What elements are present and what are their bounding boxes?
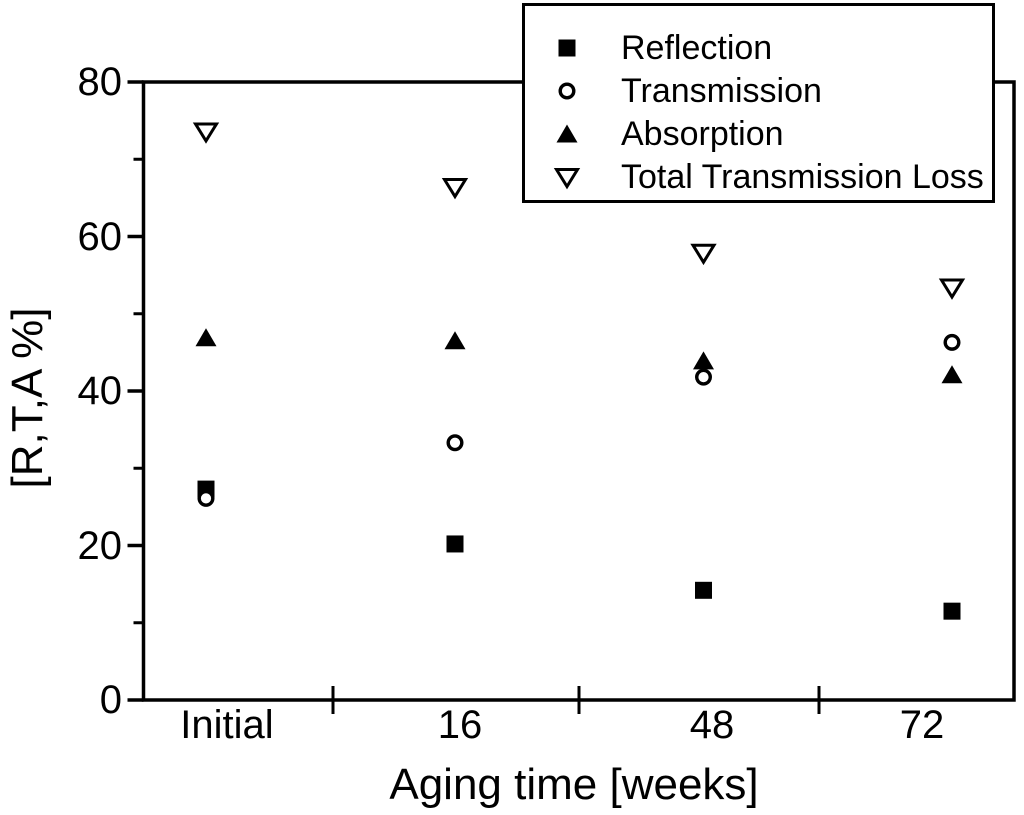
transmission-point: [943, 333, 961, 351]
legend: Reflection Transmission Absorption Total Tr…: [522, 3, 995, 203]
x-tick-label-48: 48: [689, 703, 735, 747]
y-tick-label: 80: [77, 60, 123, 104]
legend-item: Transmission: [550, 69, 992, 112]
legend-item: Absorption: [550, 112, 992, 155]
absorption-point: [693, 351, 714, 370]
square-icon: [558, 39, 576, 56]
total-transmission-loss-point: [441, 178, 469, 200]
y-tick-label: 20: [77, 523, 123, 568]
transmission-point: [695, 368, 713, 386]
circle-icon: [558, 81, 576, 100]
y-axis-tick-labels: 0 20 40 60 80: [0, 0, 123, 815]
x-tick-label-72: 72: [899, 703, 945, 747]
absorption-point: [941, 365, 963, 384]
x-tick-label-initial: Initial: [180, 703, 274, 747]
legend-item: Reflection: [550, 26, 992, 69]
reflection-point: [695, 581, 712, 599]
triangle-up-icon: [556, 124, 578, 142]
triangle-down-icon: [553, 167, 581, 189]
absorption-point: [444, 331, 466, 350]
total-transmission-loss-point: [192, 122, 220, 144]
reflection-point: [943, 602, 961, 620]
y-axis-title: [R,T,A %]: [3, 307, 52, 489]
transmission-point: [197, 489, 215, 507]
y-tick-label: 60: [77, 214, 123, 259]
y-tick-label: 0: [99, 678, 122, 722]
x-tick-label-16: 16: [437, 703, 483, 747]
total-transmission-loss-point: [690, 243, 717, 266]
transmission-point: [446, 434, 464, 452]
absorption-point: [195, 328, 217, 347]
x-axis-title: Aging time [weeks]: [389, 760, 759, 809]
legend-label: Transmission: [621, 71, 822, 110]
legend-label: Absorption: [621, 114, 784, 153]
legend-item: Total Transmission Loss: [550, 155, 992, 198]
reflection-point: [446, 535, 464, 553]
y-tick-label: 40: [77, 369, 123, 413]
legend-label: Total Transmission Loss: [621, 157, 984, 196]
total-transmission-loss-point: [938, 278, 966, 300]
legend-label: Reflection: [621, 28, 773, 67]
